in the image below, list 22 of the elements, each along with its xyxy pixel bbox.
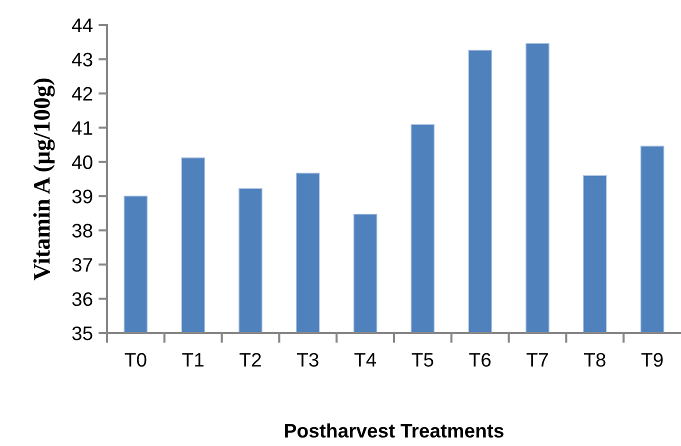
y-tick-label: 37 (72, 258, 92, 272)
x-axis-title: Postharvest Treatments (285, 423, 504, 438)
y-tick-label: 36 (72, 292, 92, 306)
x-tick-label: T7 (526, 353, 548, 367)
x-tick-label: T0 (124, 352, 146, 367)
x-tick-label: T3 (296, 352, 318, 367)
y-tick-label: 43 (72, 52, 92, 66)
x-tick-label: T6 (469, 352, 491, 367)
x-tick-label: T8 (584, 352, 606, 367)
x-tick-label: T9 (641, 352, 663, 367)
x-tick-label: T2 (240, 352, 261, 367)
y-axis-title: Vitamin A (µg/100g) (33, 78, 55, 280)
y-tick-label: 39 (72, 190, 92, 204)
x-tick-label: T5 (412, 353, 434, 367)
y-tick-label: 44 (72, 18, 93, 32)
x-tick-label: T1 (182, 353, 204, 367)
y-tick-label: 41 (72, 121, 92, 135)
y-tick-label: 40 (72, 155, 92, 170)
y-tick-label: 38 (72, 224, 92, 238)
y-tick-label: 42 (72, 86, 92, 100)
y-tick-label: 35 (72, 326, 92, 340)
x-tick-label: T4 (354, 353, 376, 367)
